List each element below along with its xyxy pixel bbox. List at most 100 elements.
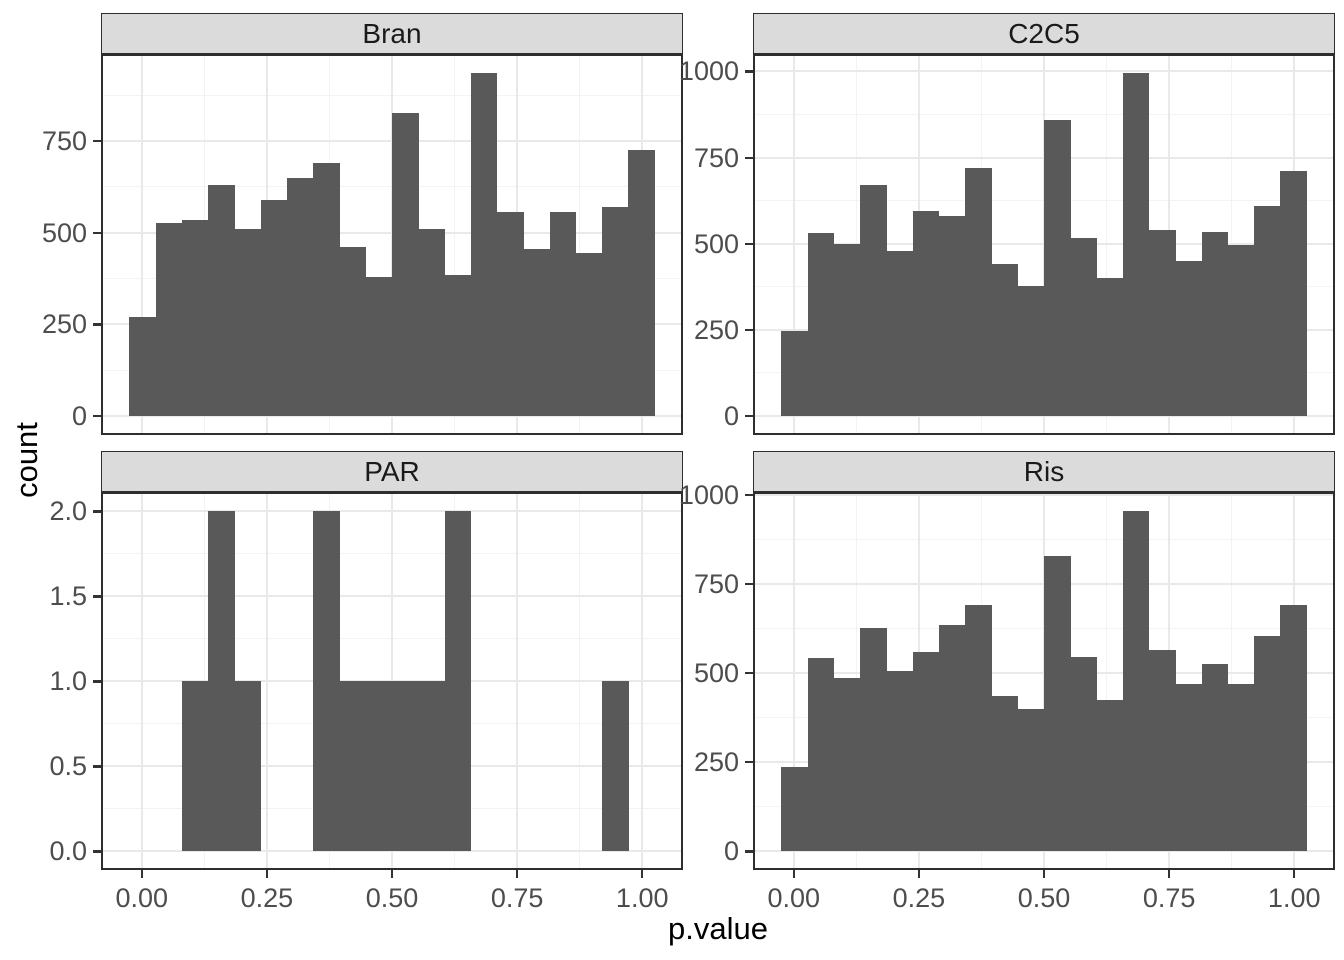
histogram-bar	[1149, 229, 1176, 416]
histogram-bar	[181, 681, 209, 851]
y-tick-label: 0.5	[49, 751, 87, 781]
histogram-bar	[234, 228, 261, 416]
gridline-major-h	[755, 494, 1333, 496]
histogram-bar	[807, 233, 835, 416]
facet-panel-bran	[101, 54, 683, 435]
histogram-bar	[1201, 664, 1229, 851]
y-tick-label: 1.5	[49, 581, 87, 611]
gridline-major-h	[755, 414, 1333, 417]
gridline-major-h	[103, 595, 681, 597]
x-tick-label: 0.50	[365, 883, 419, 913]
histogram-bar	[339, 247, 366, 416]
gridline-major-h	[755, 70, 1333, 73]
histogram-bar	[339, 681, 366, 851]
y-tick-label: 500	[693, 657, 739, 688]
histogram-bar	[912, 652, 940, 851]
histogram-bar	[208, 184, 235, 416]
histogram-bar	[470, 73, 498, 416]
y-tick-label: 250	[41, 309, 87, 340]
y-tick-label: 250	[693, 746, 739, 777]
histogram-bar	[938, 624, 966, 851]
histogram-bar	[1096, 278, 1124, 416]
histogram-bar	[860, 628, 887, 851]
y-tick-mark	[93, 510, 101, 513]
histogram-bar	[807, 658, 835, 851]
gridline-major-h	[755, 850, 1333, 852]
histogram-bar	[155, 223, 183, 416]
histogram-bar	[1227, 244, 1255, 416]
x-tick-label: 0.75	[1142, 883, 1196, 913]
y-tick-label: 1.0	[49, 666, 87, 696]
y-tick-label: 0	[723, 836, 739, 866]
histogram-bar	[260, 199, 288, 416]
x-tick-mark	[792, 870, 796, 878]
x-tick-mark	[1042, 870, 1046, 878]
y-tick-mark	[745, 156, 753, 160]
facet-strip-c2c5: C2C5	[753, 13, 1335, 54]
y-tick-mark	[745, 70, 753, 73]
x-tick-mark	[1167, 870, 1171, 878]
histogram-bar	[208, 511, 235, 851]
histogram-bar	[313, 162, 340, 416]
facet-panel-par	[101, 492, 683, 870]
y-tick-mark	[745, 850, 753, 853]
facet-panel-c2c5	[753, 54, 1335, 435]
x-tick-label: 0.00	[767, 883, 821, 913]
histogram-bar	[1254, 205, 1281, 416]
gridline-major-v	[792, 494, 795, 868]
histogram-bar	[234, 681, 261, 851]
histogram-bar	[1254, 635, 1281, 851]
x-tick-label: 1.00	[615, 883, 669, 913]
histogram-bar	[365, 276, 393, 416]
histogram-bar	[965, 167, 992, 416]
y-tick-label: 1000	[678, 56, 739, 87]
histogram-bar	[886, 251, 913, 416]
facet-strip-label: Bran	[362, 17, 422, 49]
x-tick-label: 0.25	[240, 883, 294, 913]
gridline-minor-v	[1106, 494, 1108, 868]
y-tick-mark	[745, 242, 753, 246]
histogram-bar	[418, 228, 445, 416]
histogram-bar	[1122, 73, 1150, 416]
histogram-bar	[781, 766, 808, 851]
y-tick-mark	[745, 671, 753, 675]
y-tick-mark	[93, 323, 101, 326]
histogram-bar	[444, 511, 472, 851]
histogram-bar	[912, 210, 940, 416]
histogram-bar	[1201, 231, 1229, 416]
histogram-bar	[523, 249, 550, 416]
y-tick-label: 2.0	[49, 496, 87, 526]
facet-strip-ris: Ris	[753, 451, 1335, 492]
y-tick-mark	[93, 850, 101, 853]
histogram-bar	[575, 252, 603, 416]
y-tick-mark	[93, 595, 101, 598]
gridline-minor-v	[579, 56, 581, 433]
x-tick-mark	[265, 870, 269, 878]
y-tick-mark	[93, 765, 101, 768]
histogram-bar	[938, 216, 966, 416]
histogram-bar	[1175, 684, 1202, 851]
histogram-bar	[392, 113, 419, 416]
histogram-bar	[1070, 656, 1097, 851]
y-tick-label: 0	[71, 400, 87, 431]
histogram-bar	[1017, 285, 1045, 416]
y-tick-label: 1000	[678, 479, 739, 510]
gridline-minor-v	[454, 56, 456, 433]
histogram-bar	[1096, 699, 1124, 851]
histogram-bar	[1044, 555, 1071, 851]
y-tick-mark	[93, 231, 101, 235]
x-tick-mark	[390, 870, 394, 878]
x-tick-label: 1.00	[1267, 883, 1321, 913]
x-tick-label: 0.75	[490, 883, 544, 913]
histogram-bar	[833, 243, 861, 416]
y-tick-label: 250	[693, 314, 739, 345]
histogram-bar	[781, 330, 808, 416]
y-tick-mark	[93, 139, 101, 143]
histogram-bar	[392, 681, 419, 851]
y-tick-label: 750	[41, 125, 87, 156]
y-tick-label: 0.0	[49, 836, 87, 866]
facet-strip-label: Ris	[1023, 455, 1065, 487]
histogram-bar	[833, 678, 861, 851]
y-tick-mark	[93, 414, 101, 418]
